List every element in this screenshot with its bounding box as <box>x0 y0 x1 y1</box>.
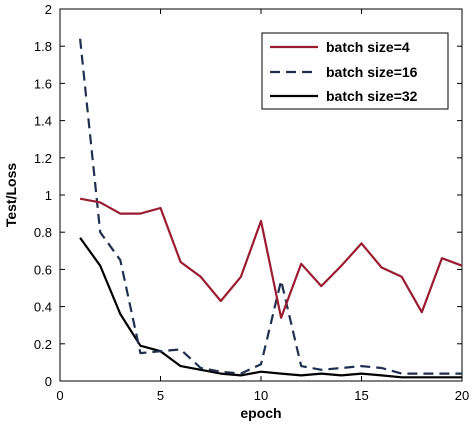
x-axis-label: epoch <box>240 405 281 421</box>
series-lines <box>79 38 463 379</box>
y-tick-label: 1.4 <box>34 114 52 129</box>
legend-label-1: batch size=4 <box>326 39 410 55</box>
y-tick-label: 1 <box>45 188 52 203</box>
series-line-2 <box>79 38 462 375</box>
y-tick-label: 1.2 <box>34 151 52 166</box>
y-axis-label: Test/Loss <box>3 163 19 228</box>
series-line-3 <box>79 237 462 379</box>
legend-label-2: batch size=16 <box>326 64 418 80</box>
y-tick-label: 0 <box>45 374 52 389</box>
x-tick-label: 0 <box>56 388 63 403</box>
y-tick-label: 0.4 <box>34 300 52 315</box>
legend: batch size=4 batch size=16 batch size=32 <box>261 32 449 110</box>
x-tick-label: 20 <box>455 388 469 403</box>
y-tick-label: 1.6 <box>34 76 52 91</box>
legend-label-3: batch size=32 <box>326 88 418 104</box>
y-axis-ticks: 0 0.2 0.4 0.6 0.8 1 1.2 1.4 1.6 1.8 2 <box>34 2 462 389</box>
y-tick-label: 2 <box>45 2 52 17</box>
series-line-1 <box>79 197 463 319</box>
y-tick-label: 0.2 <box>34 337 52 352</box>
y-tick-label: 1.8 <box>34 39 52 54</box>
x-tick-label: 10 <box>254 388 268 403</box>
x-tick-label: 15 <box>354 388 368 403</box>
y-tick-label: 0.8 <box>34 225 52 240</box>
x-axis-ticks: 0 5 10 15 20 <box>56 9 469 403</box>
y-tick-label: 0.6 <box>34 262 52 277</box>
x-tick-label: 5 <box>157 388 164 403</box>
